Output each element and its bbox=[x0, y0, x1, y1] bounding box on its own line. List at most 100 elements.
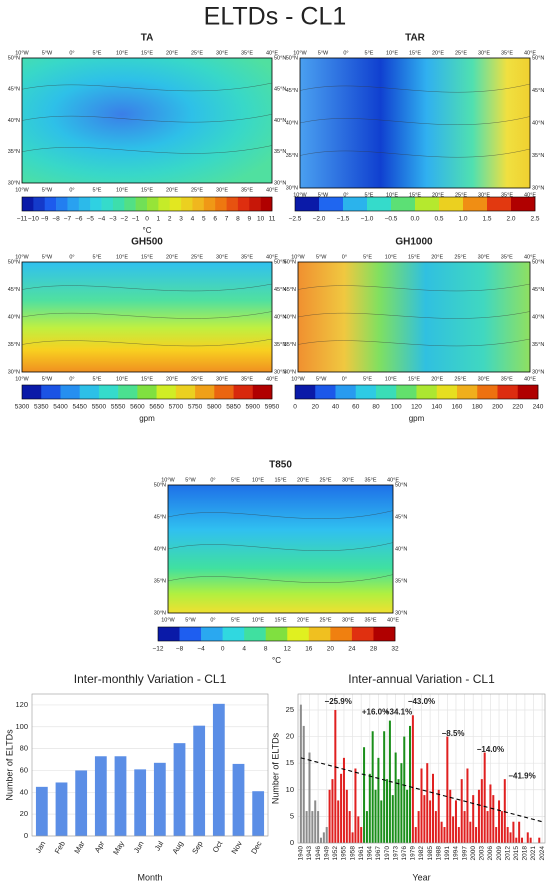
colorbar-cell bbox=[477, 385, 498, 399]
colorbar-cell bbox=[463, 197, 488, 211]
lon-label: 5°E bbox=[363, 254, 372, 260]
bar bbox=[454, 800, 457, 843]
x-tick-label: Sep bbox=[190, 839, 204, 855]
bar bbox=[371, 731, 374, 843]
colorbar-label: 5700 bbox=[169, 404, 184, 411]
colorbar-cell bbox=[179, 627, 202, 641]
colorbar-label: 5 bbox=[202, 216, 206, 223]
bar bbox=[334, 709, 337, 843]
bar bbox=[311, 811, 314, 843]
lon-label: 0° bbox=[343, 192, 348, 198]
colorbar-cell bbox=[215, 197, 227, 211]
lat-label: 30°N bbox=[532, 369, 544, 375]
contour bbox=[297, 311, 531, 319]
x-tick-label: 2021 bbox=[530, 846, 537, 861]
y-tick-label: 60 bbox=[20, 765, 28, 774]
lat-label: 35°N bbox=[8, 342, 20, 348]
x-tick-label: 1988 bbox=[435, 846, 442, 861]
bar bbox=[319, 837, 322, 843]
chart-title: Inter-annual Variation - CL1 bbox=[348, 672, 495, 686]
colorbar-label: 6 bbox=[213, 216, 217, 223]
colorbar-label: 5500 bbox=[92, 404, 107, 411]
colorbar-label: 0 bbox=[293, 404, 297, 411]
colorbar-cell bbox=[457, 385, 478, 399]
colorbar-label: 140 bbox=[431, 404, 442, 411]
lon-label: 35°E bbox=[501, 376, 513, 382]
lon-label: 35°E bbox=[241, 187, 253, 193]
lat-label: 50°N bbox=[8, 55, 20, 61]
lat-label: 40°N bbox=[8, 314, 20, 320]
lon-label: 30°E bbox=[478, 254, 490, 260]
lon-label: 30°E bbox=[342, 617, 354, 623]
x-tick-label: 1997 bbox=[461, 846, 468, 861]
bar bbox=[354, 768, 357, 843]
y-tick-label: 20 bbox=[286, 732, 294, 741]
bar bbox=[328, 789, 331, 843]
x-tick-label: 1952 bbox=[332, 846, 339, 861]
lon-label: 20°E bbox=[297, 477, 309, 483]
bar bbox=[365, 811, 368, 843]
lon-label: 20°E bbox=[166, 50, 178, 56]
bar bbox=[469, 821, 472, 843]
lon-label: 10°E bbox=[252, 617, 264, 623]
lon-label: 25°E bbox=[191, 187, 203, 193]
lon-label: 5°W bbox=[42, 254, 53, 260]
x-tick-label: Jan bbox=[33, 839, 47, 854]
colorbar-label: 1 bbox=[157, 216, 161, 223]
x-tick-label: 1979 bbox=[410, 846, 417, 861]
x-tick-label: 1976 bbox=[401, 846, 408, 861]
colorbar-cell bbox=[79, 385, 100, 399]
colorbar-label: −2.0 bbox=[313, 216, 326, 223]
bar bbox=[302, 725, 305, 843]
lon-label: 0° bbox=[69, 50, 74, 56]
bar bbox=[55, 782, 68, 836]
lon-label: 20°E bbox=[297, 617, 309, 623]
y-tick-label: 5 bbox=[290, 811, 294, 820]
bar bbox=[440, 821, 443, 843]
lat-label: 30°N bbox=[274, 369, 286, 375]
colorbar-label: −4 bbox=[197, 646, 205, 653]
colorbar-label: 2.0 bbox=[506, 216, 515, 223]
lat-label: 50°N bbox=[395, 482, 407, 488]
lon-label: 5°W bbox=[318, 50, 329, 56]
colorbar-cell bbox=[175, 385, 196, 399]
lon-label: 10°E bbox=[116, 50, 128, 56]
map-title: TAR bbox=[405, 33, 426, 44]
lat-label: 40°N bbox=[532, 120, 544, 126]
y-tick-label: 0 bbox=[24, 831, 28, 840]
x-tick-label: Dec bbox=[249, 839, 264, 855]
bar bbox=[360, 827, 363, 843]
colorbar-cell bbox=[78, 197, 91, 211]
lon-label: 15°E bbox=[409, 192, 421, 198]
colorbar-cell bbox=[355, 385, 377, 399]
lat-label: 50°N bbox=[154, 482, 166, 488]
bar bbox=[431, 773, 434, 843]
colorbar-cell bbox=[147, 197, 159, 211]
bar bbox=[153, 762, 166, 836]
contour bbox=[167, 574, 394, 583]
x-tick-label: Oct bbox=[211, 839, 225, 854]
lon-label: 10°E bbox=[385, 376, 397, 382]
bar bbox=[348, 811, 351, 843]
bar bbox=[506, 827, 509, 843]
lon-label: 10°W bbox=[15, 254, 29, 260]
lon-label: 25°E bbox=[191, 50, 203, 56]
colorbar-label: 9 bbox=[247, 216, 251, 223]
lon-label: 5°E bbox=[93, 376, 102, 382]
contour bbox=[21, 311, 273, 319]
lon-label: 30°E bbox=[478, 50, 490, 56]
lat-label: 30°N bbox=[274, 180, 286, 186]
colorbar-cell bbox=[60, 385, 80, 399]
x-tick-label: 1955 bbox=[341, 846, 348, 861]
lat-label: 50°N bbox=[8, 259, 20, 265]
colorbar-cell bbox=[181, 197, 193, 211]
bar bbox=[340, 773, 343, 843]
lon-label: 35°E bbox=[365, 477, 377, 483]
lon-label: 0° bbox=[69, 187, 74, 193]
colorbar-label: 5600 bbox=[130, 404, 145, 411]
map-title: T850 bbox=[269, 460, 292, 471]
bar bbox=[495, 827, 498, 843]
colorbar-label: 20 bbox=[327, 646, 335, 653]
lon-label: 10°E bbox=[116, 187, 128, 193]
x-tick-label: 2003 bbox=[479, 846, 486, 861]
